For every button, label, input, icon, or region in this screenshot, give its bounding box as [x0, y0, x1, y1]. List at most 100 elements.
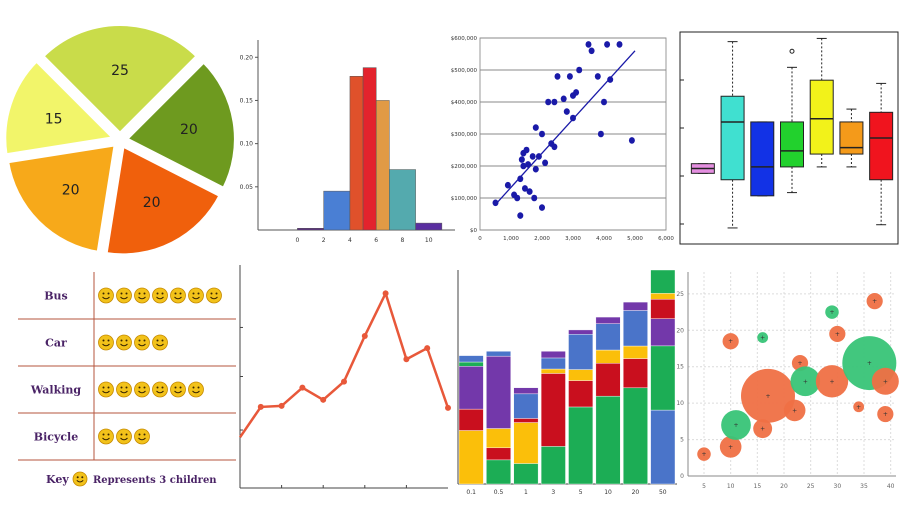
smiley-icon	[134, 334, 150, 351]
smiley-face	[116, 334, 132, 351]
histogram-bar	[375, 100, 390, 231]
scatter-point	[532, 165, 539, 173]
smiley-mouth	[156, 296, 164, 300]
x-tick-label: 25	[807, 483, 815, 490]
smiley-eye	[210, 292, 213, 295]
x-tick-label: 30	[834, 483, 842, 490]
scatter-point	[545, 98, 552, 106]
pie-slice-label: 25	[111, 63, 129, 79]
smiley-eye	[174, 292, 177, 295]
smiley-eye	[107, 386, 110, 389]
bubble-center-mark: +	[856, 404, 861, 411]
smiley-face	[170, 381, 186, 398]
smiley-icon	[134, 287, 150, 304]
x-tick-label: 20	[632, 489, 640, 496]
x-tick-label: 20	[780, 483, 788, 490]
row-label: Car	[45, 337, 67, 350]
scatter-point	[585, 41, 592, 48]
smiley-eye	[120, 433, 123, 436]
stack-segment	[568, 329, 594, 335]
bubble	[757, 332, 769, 343]
bubble	[815, 365, 849, 398]
x-tick-label: 0.5	[494, 489, 504, 496]
y-tick-label: $0	[470, 228, 477, 234]
stack-segment	[623, 358, 648, 389]
scatter-point	[518, 156, 525, 163]
smiley-mouth	[138, 343, 146, 347]
bubble	[829, 325, 846, 343]
scatter-point	[566, 73, 573, 80]
scatter-point	[520, 162, 527, 170]
stack-segment	[513, 422, 539, 464]
x-tick-label: 4,000	[596, 236, 612, 242]
scatter-point	[616, 41, 623, 48]
x-tick-label: 2	[322, 237, 326, 244]
stack-segment	[486, 351, 511, 357]
y-tick-label: $500,000	[451, 68, 478, 74]
bubble	[825, 305, 839, 319]
pie-slice	[103, 142, 224, 258]
x-tick-label: 8	[401, 237, 405, 244]
x-tick-label: 5	[579, 489, 583, 496]
smiley-eye	[125, 292, 128, 295]
smiley-eye	[107, 433, 110, 436]
smiley-mouth	[138, 296, 146, 300]
smiley-eye	[192, 386, 195, 389]
smiley-eye	[81, 476, 84, 479]
smiley-mouth	[102, 296, 110, 300]
y-tick-label: 0.15	[240, 97, 254, 104]
smiley-face	[116, 287, 132, 304]
smiley-eye	[102, 386, 105, 389]
smiley-icon	[98, 334, 114, 351]
smiley-eye	[107, 339, 110, 342]
scatter-point	[492, 199, 499, 207]
y-tick-label: 0.20	[240, 54, 254, 61]
line-marker	[445, 404, 451, 411]
scatter-point	[523, 146, 530, 154]
smiley-icon	[98, 287, 114, 304]
bubble-center-mark: +	[733, 422, 738, 429]
trend-line	[495, 50, 636, 205]
smiley-eye	[156, 339, 159, 342]
pie-slice-label: 20	[62, 182, 80, 198]
smiley-eye	[197, 292, 200, 295]
stack-segment	[513, 387, 539, 395]
pictograph-chart: Bus Car Walking Bicycle Key : Represents 3 ch…	[18, 272, 236, 487]
line-marker	[382, 290, 389, 297]
scatter-point	[531, 194, 538, 202]
x-tick-label: 2,000	[534, 236, 550, 242]
scatter-point	[517, 212, 524, 219]
bubble	[741, 368, 795, 423]
smiley-icon	[134, 428, 150, 445]
stack-segment	[540, 373, 566, 447]
smiley-eye	[138, 339, 141, 342]
line-marker	[424, 345, 431, 352]
bubble	[871, 367, 899, 395]
box-outlier	[789, 48, 795, 54]
box-body	[839, 121, 864, 155]
bubble-center-mark: +	[883, 411, 888, 418]
smiley-mouth	[76, 480, 84, 483]
smiley-mouth	[102, 437, 110, 441]
smiley-eye	[125, 433, 128, 436]
scatter-point	[526, 188, 533, 195]
x-tick-label: 1,000	[503, 236, 519, 242]
x-tick-label: 10	[425, 237, 433, 244]
scatter-point	[554, 73, 561, 80]
bubble	[697, 447, 711, 461]
scatter-point	[588, 47, 595, 55]
y-tick-label: 20	[676, 327, 684, 334]
row-label: Walking	[30, 384, 82, 397]
smiley-face	[206, 287, 222, 304]
smiley-face	[188, 287, 204, 304]
bubble-center-mark: +	[792, 407, 797, 414]
smiley-eye	[143, 292, 146, 295]
smiley-icon	[116, 428, 132, 445]
smiley-eye	[215, 292, 218, 295]
bubble	[853, 401, 865, 413]
x-tick-label: 6	[374, 237, 378, 244]
smiley-icon	[152, 287, 168, 304]
box-body	[869, 111, 894, 181]
stack-segment	[540, 351, 566, 359]
